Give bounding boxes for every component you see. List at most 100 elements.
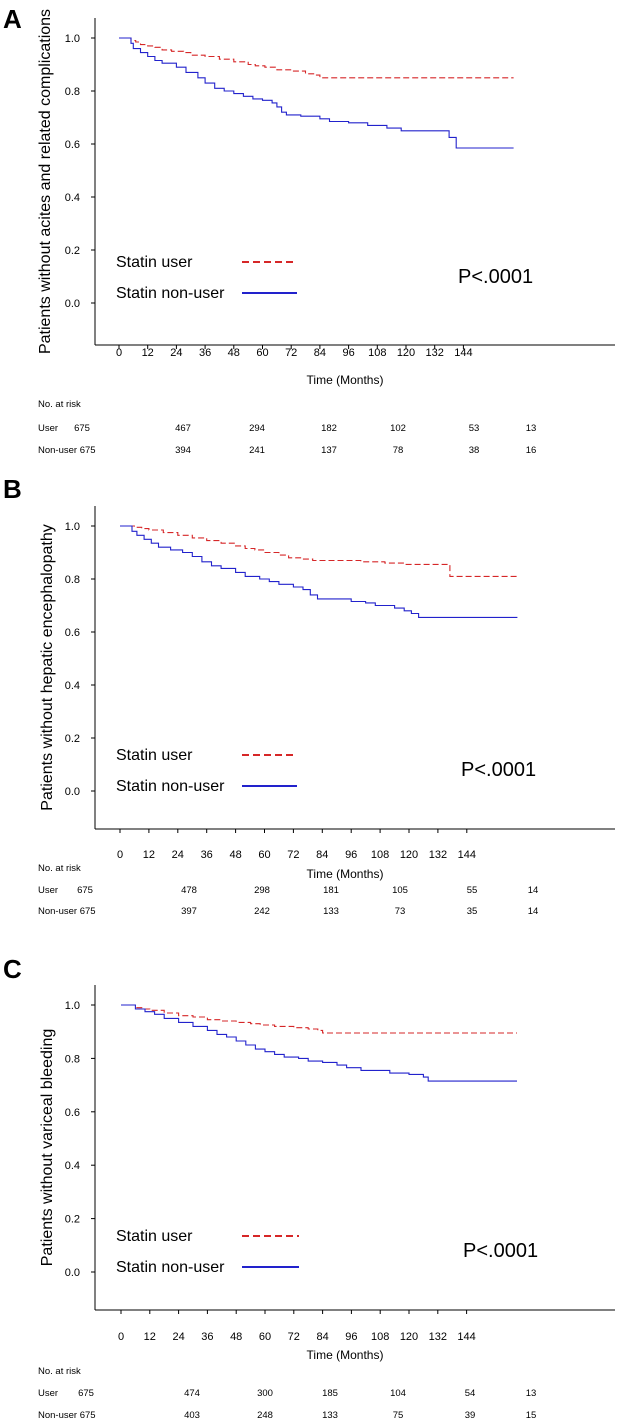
- y-tick-label: 0.6: [65, 1107, 80, 1119]
- legend-label-user: Statin user: [116, 747, 193, 764]
- risk-row-label-user: User: [38, 423, 58, 434]
- x-tick-label: 60: [256, 347, 268, 359]
- x-tick-label: 48: [228, 347, 240, 359]
- risk-cell: 13: [526, 423, 537, 434]
- risk-cell: 397: [181, 906, 197, 917]
- risk-cell: 35: [467, 906, 478, 917]
- x-tick-label: 72: [288, 1331, 300, 1343]
- x-tick-label: 108: [368, 347, 386, 359]
- risk-cell: 474: [184, 1388, 200, 1399]
- statin-user-curve: [119, 37, 514, 79]
- risk-table-header: No. at risk: [38, 863, 81, 874]
- x-axis-title: Time (Months): [307, 373, 384, 387]
- x-tick-label: 144: [457, 1331, 475, 1343]
- risk-cell: 53: [469, 423, 480, 434]
- risk-cell: 16: [526, 445, 537, 456]
- x-tick-label: 132: [429, 1331, 447, 1343]
- risk-cell: 55: [467, 885, 478, 896]
- x-tick-label: 0: [118, 1331, 124, 1343]
- y-tick-label: 0.4: [65, 1160, 80, 1172]
- x-tick-label: 24: [172, 1331, 184, 1343]
- risk-cell: 38: [469, 445, 480, 456]
- risk-row-label-nonuser: Non-user 675: [38, 906, 96, 917]
- x-tick-label: 84: [316, 849, 328, 861]
- y-tick-label: 1.0: [65, 521, 80, 533]
- risk-cell: 300: [257, 1388, 273, 1399]
- x-tick-label: 120: [400, 1331, 418, 1343]
- p-value-label: P<.0001: [461, 759, 536, 781]
- x-tick-label: 144: [454, 347, 472, 359]
- y-tick-label: 0.0: [65, 1267, 80, 1279]
- panel-letter: A: [3, 4, 22, 34]
- risk-cell: 394: [175, 445, 191, 456]
- risk-row-label-user: User: [38, 1388, 58, 1399]
- x-tick-label: 108: [371, 849, 389, 861]
- x-tick-label: 12: [142, 347, 154, 359]
- risk-cell: 54: [465, 1388, 476, 1399]
- y-axis-title: Patients without acites and related comp…: [37, 9, 54, 354]
- risk-cell: 182: [321, 423, 337, 434]
- statin-user-curve: [120, 525, 518, 577]
- statin-nonuser-curve: [119, 37, 514, 149]
- risk-cell: 675: [74, 423, 90, 434]
- y-axis-title: Patients without variceal bleeding: [39, 1029, 56, 1266]
- x-tick-label: 84: [316, 1331, 328, 1343]
- x-tick-label: 72: [285, 347, 297, 359]
- x-tick-label: 96: [342, 347, 354, 359]
- risk-cell: 403: [184, 1410, 200, 1421]
- y-tick-label: 0.6: [65, 627, 80, 639]
- y-tick-label: 0.4: [65, 680, 80, 692]
- y-tick-label: 0.2: [65, 245, 80, 257]
- x-tick-label: 0: [116, 347, 122, 359]
- risk-cell: 181: [323, 885, 339, 896]
- y-tick-label: 0.8: [65, 574, 80, 586]
- risk-cell: 294: [249, 423, 265, 434]
- p-value-label: P<.0001: [458, 266, 533, 288]
- x-tick-label: 132: [429, 849, 447, 861]
- risk-cell: 75: [393, 1410, 404, 1421]
- y-tick-label: 0.0: [65, 786, 80, 798]
- risk-cell: 298: [254, 885, 270, 896]
- risk-row-label-nonuser: Non-user 675: [38, 445, 96, 456]
- risk-cell: 15: [526, 1410, 537, 1421]
- y-tick-label: 0.2: [65, 733, 80, 745]
- risk-cell: 137: [321, 445, 337, 456]
- risk-cell: 242: [254, 906, 270, 917]
- x-tick-label: 12: [144, 1331, 156, 1343]
- statin-nonuser-curve: [120, 525, 518, 618]
- risk-cell: 73: [395, 906, 406, 917]
- p-value-label: P<.0001: [463, 1240, 538, 1262]
- y-tick-label: 0.8: [65, 1053, 80, 1065]
- x-tick-label: 60: [258, 849, 270, 861]
- risk-row-label-user: User: [38, 885, 58, 896]
- risk-table-header: No. at risk: [38, 399, 81, 410]
- x-axis-title: Time (Months): [307, 1348, 384, 1362]
- x-tick-label: 108: [371, 1331, 389, 1343]
- x-tick-label: 132: [426, 347, 444, 359]
- x-tick-label: 12: [143, 849, 155, 861]
- risk-cell: 78: [393, 445, 404, 456]
- y-tick-label: 0.6: [65, 139, 80, 151]
- panel-letter: C: [3, 954, 22, 984]
- risk-cell: 105: [392, 885, 408, 896]
- risk-cell: 102: [390, 423, 406, 434]
- panel-letter: B: [3, 474, 22, 504]
- risk-cell: 675: [77, 885, 93, 896]
- x-tick-label: 36: [201, 849, 213, 861]
- risk-cell: 13: [526, 1388, 537, 1399]
- x-tick-label: 24: [172, 849, 184, 861]
- risk-cell: 241: [249, 445, 265, 456]
- x-tick-label: 120: [400, 849, 418, 861]
- risk-cell: 467: [175, 423, 191, 434]
- x-tick-label: 72: [287, 849, 299, 861]
- risk-cell: 104: [390, 1388, 406, 1399]
- y-axis-title: Patients without hepatic encephalopathy: [39, 524, 56, 810]
- risk-cell: 14: [528, 906, 539, 917]
- x-tick-label: 144: [458, 849, 476, 861]
- risk-cell: 39: [465, 1410, 476, 1421]
- risk-row-label-nonuser: Non-user 675: [38, 1410, 96, 1421]
- x-tick-label: 96: [345, 849, 357, 861]
- x-tick-label: 60: [259, 1331, 271, 1343]
- legend-label-nonuser: Statin non-user: [116, 1259, 225, 1276]
